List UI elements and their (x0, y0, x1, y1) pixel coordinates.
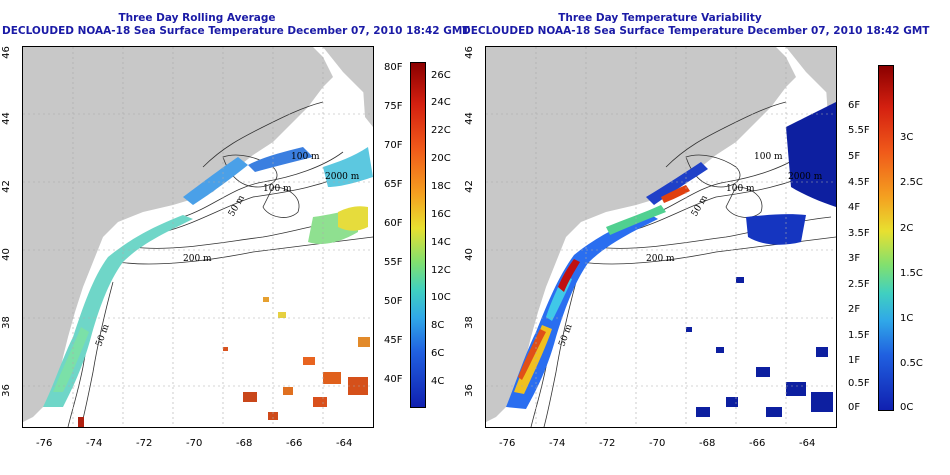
left-lon-tick-66: -66 (286, 438, 303, 449)
left-cb-c-4: 4C (431, 376, 445, 387)
right-cb-f-1: 1F (848, 355, 861, 366)
right-cb-c-0.5: 0.5C (900, 358, 923, 369)
right-lat-tick-46: 46 (463, 46, 475, 59)
right-lon-tick-72: -72 (599, 438, 616, 449)
left-cb-c-26: 26C (431, 70, 451, 81)
contour-label-2000m: 2000 m (788, 172, 823, 182)
contour-label-100m-a: 100 m (291, 152, 320, 162)
right-cb-c-2.5: 2.5C (900, 177, 923, 188)
right-lon-tick-70: -70 (649, 438, 666, 449)
right-map-svg: 100 m 2000 m 100 m 50 m 200 m 50 m (486, 47, 836, 427)
left-cb-c-24: 24C (431, 97, 451, 108)
right-cb-f-2: 2F (848, 304, 861, 315)
right-cb-c-0: 0C (900, 402, 914, 413)
right-lon-tick-74: -74 (549, 438, 566, 449)
variability-band (506, 102, 836, 409)
right-cb-c-1.5: 1.5C (900, 268, 923, 279)
right-title-line1: Three Day Temperature Variability (558, 12, 762, 24)
left-lat-tick-36: 36 (0, 384, 12, 397)
left-lat-tick-44: 44 (0, 112, 12, 125)
right-cb-f-4.5: 4.5F (848, 177, 870, 188)
right-cb-c-1: 1C (900, 313, 914, 324)
right-lat-tick-40: 40 (463, 248, 475, 261)
left-lon-tick-74: -74 (86, 438, 103, 449)
left-lon-tick-72: -72 (136, 438, 153, 449)
left-cb-c-14: 14C (431, 237, 451, 248)
left-cb-c-18: 18C (431, 181, 451, 192)
left-cb-f-65: 65F (384, 179, 403, 190)
right-lon-tick-64: -64 (799, 438, 816, 449)
contour-label-200m: 200 m (183, 254, 212, 264)
left-title-line2: DECLOUDED NOAA-18 Sea Surface Temperatur… (2, 25, 470, 37)
left-cb-c-8: 8C (431, 320, 445, 331)
contour-label-100m-b: 100 m (726, 184, 755, 194)
contour-label-50m-b: 50 m (94, 323, 111, 348)
left-cb-f-40: 40F (384, 374, 403, 385)
right-lat-tick-42: 42 (463, 180, 475, 193)
left-cb-f-60: 60F (384, 218, 403, 229)
right-cb-f-6: 6F (848, 100, 861, 111)
left-cb-c-10: 10C (431, 292, 451, 303)
right-lon-tick-68: -68 (699, 438, 716, 449)
left-cb-f-45: 45F (384, 335, 403, 346)
right-cb-f-3.5: 3.5F (848, 228, 870, 239)
warm-patches (78, 297, 370, 427)
right-cb-f-0.5: 0.5F (848, 378, 870, 389)
right-title-line2: DECLOUDED NOAA-18 Sea Surface Temperatur… (462, 25, 930, 37)
left-lat-tick-46: 46 (0, 46, 12, 59)
right-cb-f-2.5: 2.5F (848, 279, 870, 290)
contour-label-100m-a: 100 m (754, 152, 783, 162)
right-cb-c-2: 2C (900, 223, 914, 234)
right-cb-f-5: 5F (848, 151, 861, 162)
left-cb-c-6: 6C (431, 348, 445, 359)
left-map-svg: 100 m 2000 m 100 m 50 m 200 m 50 m (23, 47, 373, 427)
contour-label-100m-b: 100 m (263, 184, 292, 194)
grid-lines (486, 47, 836, 427)
right-cb-f-4: 4F (848, 202, 861, 213)
left-cb-c-12: 12C (431, 265, 451, 276)
right-cb-f-1.5: 1.5F (848, 330, 870, 341)
left-cb-f-75: 75F (384, 101, 403, 112)
sst-coastal-band (43, 147, 373, 407)
right-colorbar (878, 65, 894, 411)
left-lat-tick-40: 40 (0, 248, 12, 261)
right-map[interactable]: 100 m 2000 m 100 m 50 m 200 m 50 m (485, 46, 837, 428)
right-lat-tick-36: 36 (463, 384, 475, 397)
right-cb-c-3: 3C (900, 132, 914, 143)
grid-lines (23, 47, 373, 427)
left-cb-f-80: 80F (384, 62, 403, 73)
left-cb-f-55: 55F (384, 257, 403, 268)
right-lat-tick-38: 38 (463, 316, 475, 329)
left-lon-tick-68: -68 (236, 438, 253, 449)
left-cb-c-20: 20C (431, 153, 451, 164)
land-mass (23, 47, 373, 422)
right-cb-f-5.5: 5.5F (848, 125, 870, 136)
left-lon-tick-70: -70 (186, 438, 203, 449)
left-colorbar (410, 62, 426, 408)
left-cb-f-70: 70F (384, 140, 403, 151)
left-lon-tick-64: -64 (336, 438, 353, 449)
right-lon-tick-76: -76 (499, 438, 516, 449)
left-lat-tick-38: 38 (0, 316, 12, 329)
right-lon-tick-66: -66 (749, 438, 766, 449)
contour-label-2000m: 2000 m (325, 172, 360, 182)
variability-specks (686, 277, 833, 417)
left-map[interactable]: 100 m 2000 m 100 m 50 m 200 m 50 m (22, 46, 374, 428)
right-cb-f-0: 0F (848, 402, 861, 413)
left-lon-tick-76: -76 (36, 438, 53, 449)
contour-label-50m-b: 50 m (557, 323, 574, 348)
right-cb-f-3: 3F (848, 253, 861, 264)
left-title-line1: Three Day Rolling Average (118, 12, 276, 24)
contour-label-200m: 200 m (646, 254, 675, 264)
left-cb-c-16: 16C (431, 209, 451, 220)
left-cb-f-50: 50F (384, 296, 403, 307)
left-lat-tick-42: 42 (0, 180, 12, 193)
left-cb-c-22: 22C (431, 125, 451, 136)
right-lat-tick-44: 44 (463, 112, 475, 125)
